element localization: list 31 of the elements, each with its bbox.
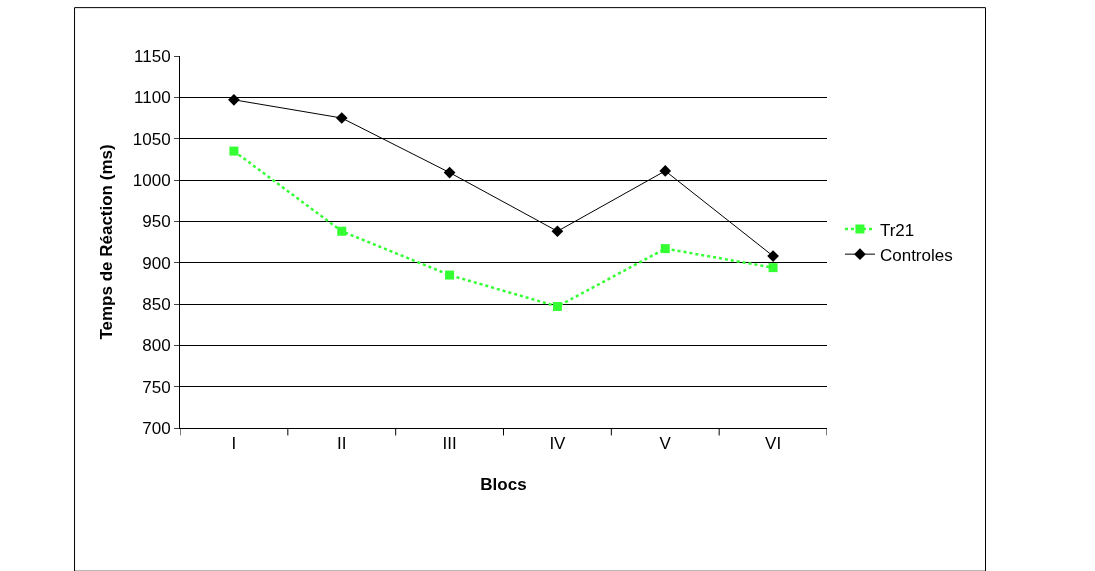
- point: [229, 146, 239, 156]
- y-tick-label: 950: [142, 212, 171, 232]
- y-tick-label: 750: [142, 377, 171, 397]
- y-tick-label: 900: [142, 253, 171, 273]
- y-tick-label: 800: [142, 336, 171, 356]
- x-tick-label: V: [659, 434, 672, 454]
- y-tick-label: 700: [142, 418, 171, 438]
- point: [228, 93, 240, 106]
- y-tick-label: 1000: [132, 170, 171, 190]
- point: [659, 165, 672, 177]
- x-tick-label: VI: [765, 434, 782, 454]
- point: [552, 301, 562, 311]
- point: [337, 226, 347, 236]
- x-tick-label: I: [231, 434, 237, 454]
- x-tick-label: III: [442, 434, 457, 454]
- x-axis-title: Blocs: [480, 474, 527, 494]
- y-tick-label: 1150: [134, 46, 171, 66]
- legend-label: Controles: [879, 245, 953, 265]
- y-tick-label: 1100: [134, 88, 171, 108]
- y-tick-label: 850: [142, 294, 171, 314]
- point: [445, 270, 455, 280]
- y-axis-title: Temps de Réaction (ms): [97, 144, 117, 340]
- legend-label: Tr21: [879, 220, 915, 240]
- point: [660, 244, 670, 254]
- point: [768, 263, 778, 273]
- x-tick-label: II: [337, 434, 347, 454]
- point: [335, 112, 348, 124]
- x-tick-label: IV: [549, 434, 567, 454]
- point: [443, 166, 456, 179]
- y-tick-label: 1050: [132, 129, 171, 149]
- point: [551, 225, 564, 238]
